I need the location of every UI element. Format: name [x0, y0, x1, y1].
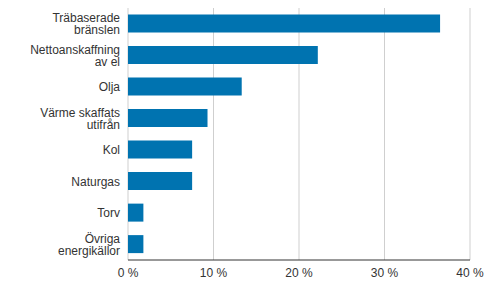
svg-text:40 %: 40 % [456, 266, 483, 280]
svg-text:Olja: Olja [99, 80, 121, 94]
svg-text:Kol: Kol [103, 143, 120, 157]
svg-text:Torv: Torv [97, 206, 120, 220]
svg-text:Nettoanskaffningav el: Nettoanskaffningav el [30, 43, 120, 69]
svg-text:20 %: 20 % [285, 266, 313, 280]
svg-text:Övrigaenergikällor: Övrigaenergikällor [58, 232, 120, 258]
svg-text:30 %: 30 % [371, 266, 399, 280]
svg-text:Naturgas: Naturgas [71, 175, 120, 189]
svg-text:0 %: 0 % [118, 266, 139, 280]
svg-text:10 %: 10 % [200, 266, 228, 280]
svg-text:Värme skaffatsutifrån: Värme skaffatsutifrån [40, 106, 120, 132]
svg-text:Träbaseradebränslen: Träbaseradebränslen [52, 11, 120, 37]
